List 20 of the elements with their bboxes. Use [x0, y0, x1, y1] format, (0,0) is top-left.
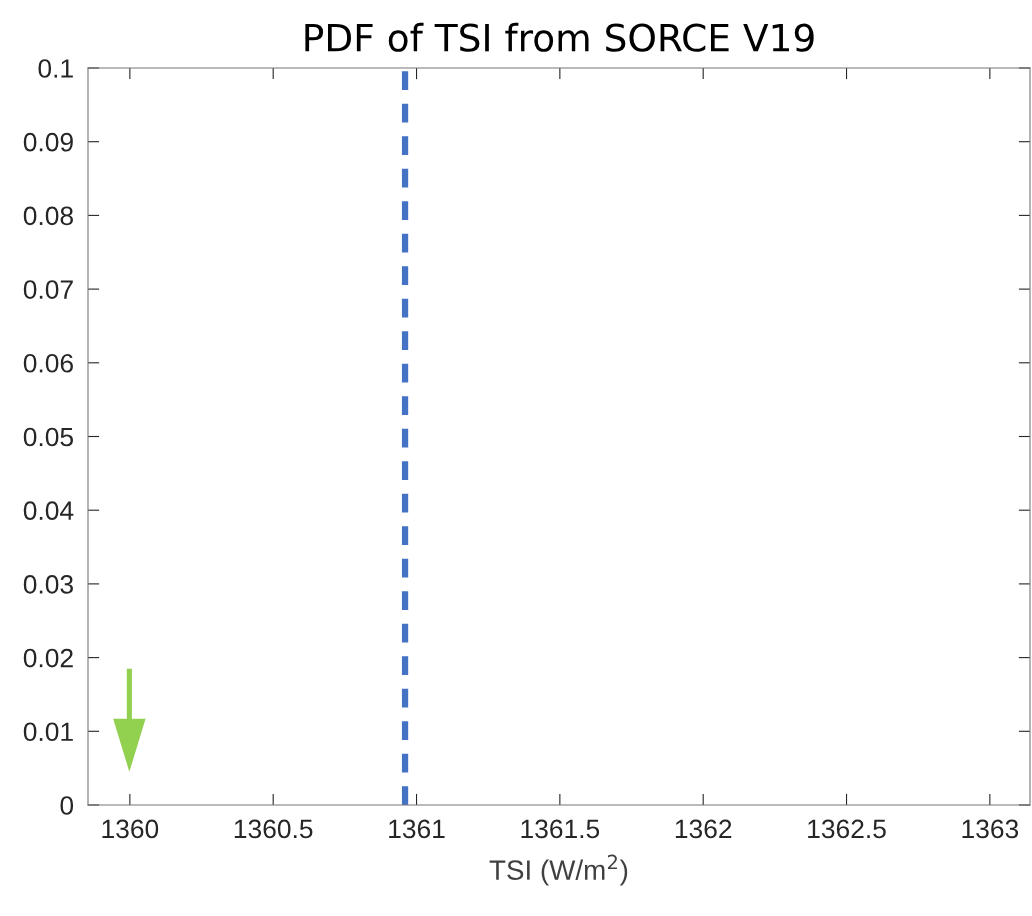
y-tick-label: 0.04: [23, 501, 74, 521]
x-tick-label: 1361: [389, 819, 445, 839]
x-axis-title: TSI (W/m$^{2}$): [489, 854, 628, 886]
y-tick-label: 0.01: [23, 722, 73, 742]
y-tick-label: 0.08: [23, 206, 73, 226]
y-tick-label: 0.1: [38, 59, 73, 78]
y-tick-label: 0.03: [23, 575, 73, 594]
x-tick-label: 1361.5: [521, 819, 600, 839]
x-tick-label: 1360.5: [234, 819, 313, 839]
y-tick-label: 0.06: [23, 353, 73, 373]
y-tick-label: 0: [60, 796, 74, 815]
y-tick-label: 0.07: [23, 280, 73, 299]
x-tick-label: 1362.5: [808, 819, 886, 839]
x-tick-label: 1362: [675, 819, 732, 839]
x-tick-label: 1363: [962, 819, 1019, 839]
x-tick-label: 1360: [102, 819, 159, 839]
y-tick-label: 0.05: [23, 427, 74, 447]
y-tick-label: 0.02: [23, 648, 73, 668]
y-tick-label: 0.09: [23, 132, 73, 152]
chart-title: PDF of TSI from SORCE V19: [305, 22, 814, 52]
